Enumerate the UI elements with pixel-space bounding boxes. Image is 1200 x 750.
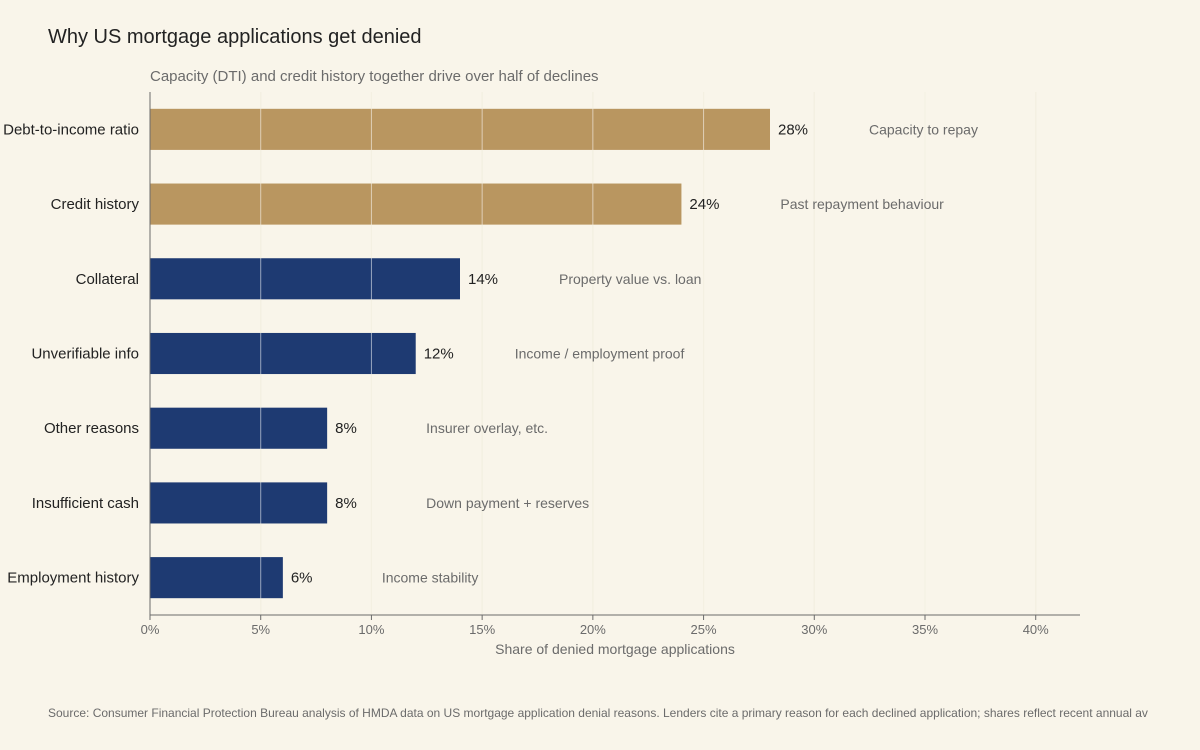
bar: [150, 557, 283, 599]
x-tick-label: 25%: [691, 622, 717, 637]
data-label: 28%: [778, 121, 808, 138]
category-label: Unverifiable info: [31, 346, 139, 363]
data-label: 6%: [291, 570, 313, 587]
annotation-label: Down payment + reserves: [426, 495, 589, 511]
category-label: Credit history: [51, 196, 140, 213]
category-label: Employment history: [7, 570, 139, 587]
bar: [150, 108, 770, 150]
category-label: Other reasons: [44, 420, 139, 437]
x-tick-label: 5%: [251, 622, 270, 637]
labels: Debt-to-income ratio 28% Capacity to repay…: [3, 121, 978, 586]
x-tick-label: 20%: [580, 622, 606, 637]
bar: [150, 258, 460, 300]
category-label: Insufficient cash: [32, 495, 139, 512]
data-label: 8%: [335, 420, 357, 437]
x-tick-label: 10%: [358, 622, 384, 637]
x-tick-label: 35%: [912, 622, 938, 637]
bar: [150, 183, 682, 225]
axes: 0% 5% 10% 15% 20% 25% 30% 35% 40%: [141, 92, 1080, 637]
x-tick-label: 0%: [141, 622, 160, 637]
data-label: 24%: [689, 196, 719, 213]
annotation-label: Income stability: [382, 570, 478, 586]
annotation-label: Past repayment behaviour: [780, 196, 944, 212]
x-tick-label: 15%: [469, 622, 495, 637]
bar: [150, 407, 328, 449]
data-label: 14%: [468, 271, 498, 288]
annotation-label: Capacity to repay: [869, 121, 978, 137]
annotation-label: Property value vs. loan: [559, 271, 701, 287]
source-note: Source: Consumer Financial Protection Bu…: [48, 706, 1148, 720]
chart-subtitle: Capacity (DTI) and credit history togeth…: [150, 68, 599, 85]
annotation-label: Insurer overlay, etc.: [426, 420, 548, 436]
bar: [150, 332, 416, 375]
x-tick-label: 40%: [1023, 622, 1049, 637]
data-label: 8%: [335, 495, 357, 512]
x-axis-title: Share of denied mortgage applications: [495, 641, 735, 657]
data-label: 12%: [424, 346, 454, 363]
annotation-label: Income / employment proof: [515, 346, 685, 362]
chart-title: Why US mortgage applications get denied: [48, 26, 422, 48]
gridlines-overlay: [260, 92, 1037, 615]
category-label: Debt-to-income ratio: [3, 121, 139, 138]
bar: [150, 482, 328, 524]
category-label: Collateral: [76, 271, 139, 288]
x-tick-label: 30%: [801, 622, 827, 637]
